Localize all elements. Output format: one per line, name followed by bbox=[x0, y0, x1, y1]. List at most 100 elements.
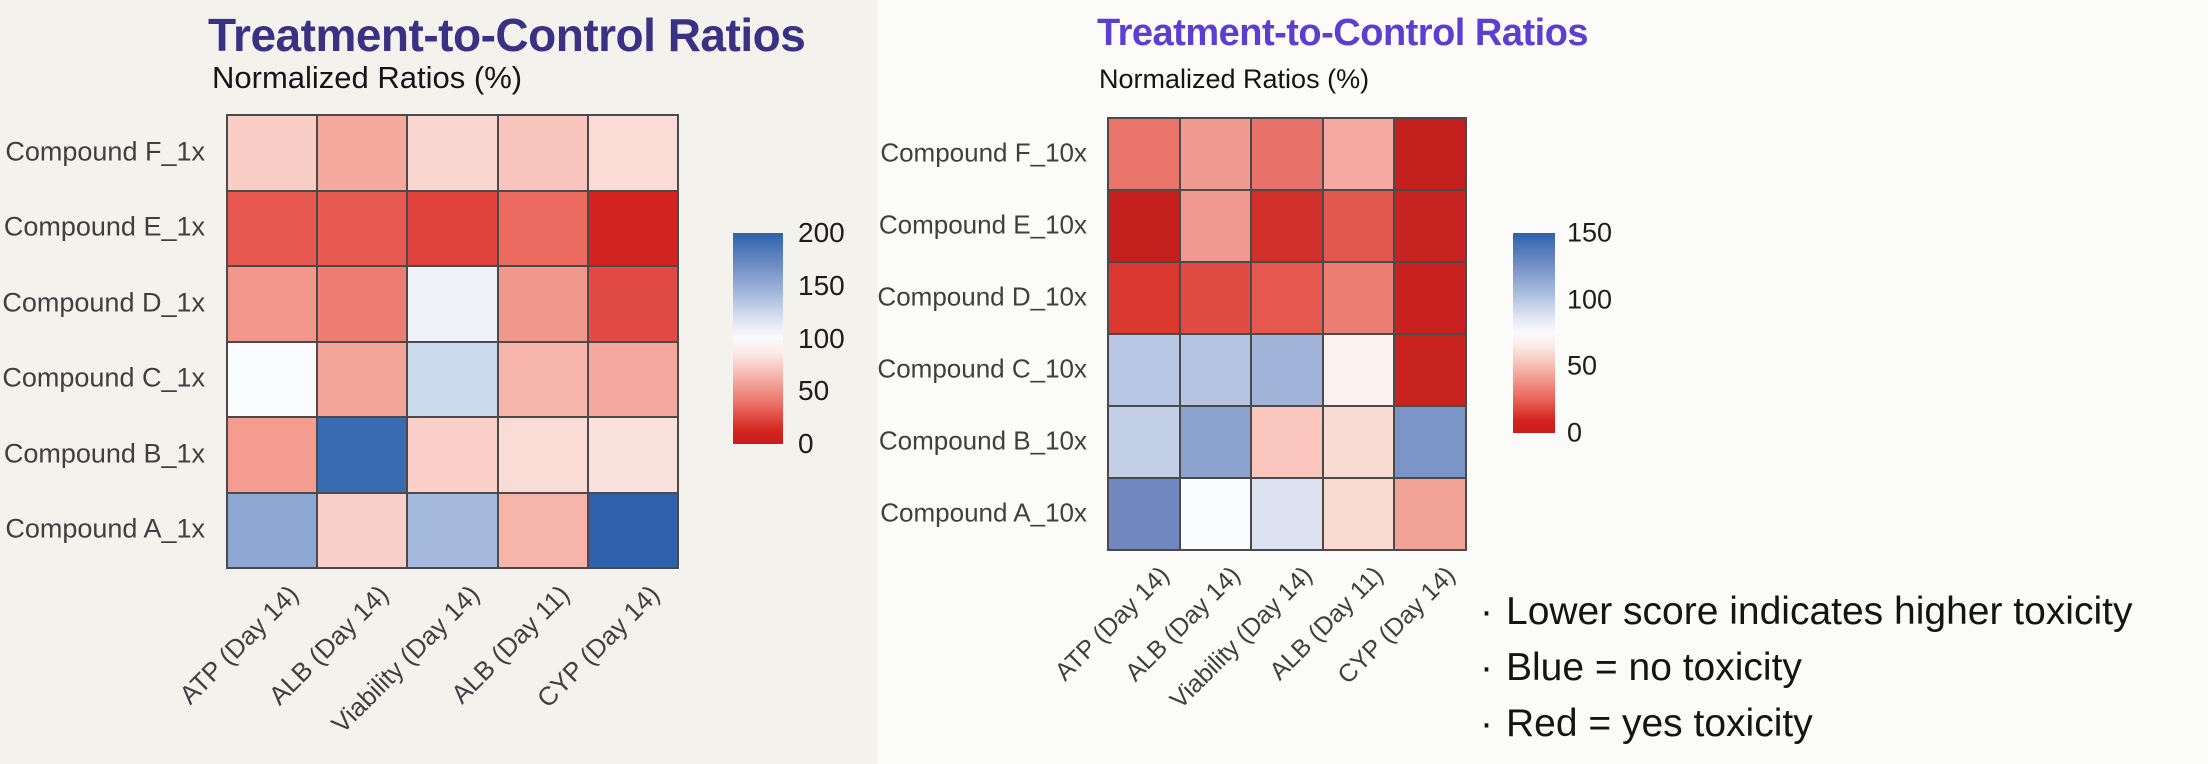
row-label: Compound C_10x bbox=[877, 353, 1087, 384]
note-text: Lower score indicates higher toxicity bbox=[1506, 590, 2133, 633]
heatmap-cell bbox=[1251, 478, 1323, 550]
toxicity-legend-notes: · Lower score indicates higher toxicity ·… bbox=[1480, 584, 2132, 752]
heatmap-cell bbox=[1108, 406, 1180, 478]
heatmap-cell bbox=[1322, 118, 1394, 190]
heatmap-cell bbox=[1108, 334, 1180, 406]
heatmap-cell bbox=[227, 266, 318, 342]
note-red: · Red = yes toxicity bbox=[1480, 696, 2132, 752]
heatmap-cell bbox=[407, 417, 498, 493]
heatmap-cell bbox=[1108, 190, 1180, 262]
heatmap-cell bbox=[497, 190, 588, 266]
colorbar bbox=[1513, 233, 1555, 433]
heatmap-cell bbox=[497, 341, 588, 417]
colorbar-tick-label: 0 bbox=[1567, 417, 1583, 448]
heatmap-grid bbox=[1107, 117, 1467, 551]
heatmap-cell bbox=[1394, 406, 1466, 478]
heatmap-cell bbox=[1108, 118, 1180, 190]
bullet-icon: · bbox=[1480, 702, 1493, 745]
heatmap-cell bbox=[1322, 334, 1394, 406]
colorbar-tick-label: 150 bbox=[798, 269, 845, 301]
row-label: Compound F_1x bbox=[5, 136, 205, 167]
heatmap-cell bbox=[1108, 478, 1180, 550]
heatmap-cell bbox=[317, 115, 408, 191]
heatmap-cell bbox=[587, 266, 678, 342]
heatmap-cell bbox=[317, 492, 408, 568]
heatmap-cell bbox=[407, 492, 498, 568]
heatmap-cell bbox=[1179, 478, 1251, 550]
heatmap-cell bbox=[497, 492, 588, 568]
heatmap-cell bbox=[1251, 262, 1323, 334]
row-label: Compound B_10x bbox=[878, 425, 1087, 456]
heatmap-cell bbox=[407, 266, 498, 342]
colorbar-tick-label: 0 bbox=[798, 428, 814, 459]
heatmap-cell bbox=[317, 266, 408, 342]
heatmap-cell bbox=[1322, 190, 1394, 262]
row-label: Compound F_10x bbox=[880, 137, 1087, 168]
colorbar-tick-label: 50 bbox=[1567, 350, 1598, 381]
heatmap-cell bbox=[317, 341, 408, 417]
heatmap-cell bbox=[1179, 334, 1251, 406]
chart-subtitle: Normalized Ratios (%) bbox=[212, 60, 523, 95]
heatmap-cell bbox=[1251, 406, 1323, 478]
heatmap-cell bbox=[407, 190, 498, 266]
colorbar-tick-label: 200 bbox=[798, 217, 845, 248]
heatmap-cell bbox=[587, 341, 678, 417]
row-label: Compound D_10x bbox=[877, 281, 1087, 312]
row-label: Compound A_10x bbox=[880, 497, 1087, 528]
heatmap-cell bbox=[1394, 118, 1466, 190]
row-label: Compound E_10x bbox=[878, 209, 1087, 240]
row-label: Compound B_1x bbox=[3, 438, 205, 469]
heatmap-cell bbox=[1394, 190, 1466, 262]
row-label: Compound D_1x bbox=[2, 287, 205, 318]
heatmap-cell bbox=[497, 417, 588, 493]
heatmap-cell bbox=[587, 115, 678, 191]
row-label: Compound C_1x bbox=[2, 362, 205, 393]
heatmap-cell bbox=[407, 115, 498, 191]
heatmap-cell bbox=[1394, 262, 1466, 334]
note-text: Blue = no toxicity bbox=[1506, 646, 1802, 689]
heatmap-cell bbox=[1108, 262, 1180, 334]
colorbar-tick-label: 50 bbox=[798, 375, 830, 407]
heatmap-grid bbox=[226, 114, 679, 569]
heatmap-cell bbox=[1179, 118, 1251, 190]
heatmap-cell bbox=[1394, 478, 1466, 550]
row-label: Compound E_1x bbox=[3, 211, 205, 242]
heatmap-cell bbox=[1322, 262, 1394, 334]
heatmap-cell bbox=[1322, 478, 1394, 550]
note-text: Red = yes toxicity bbox=[1506, 702, 1813, 745]
heatmap-cell bbox=[497, 115, 588, 191]
note-blue: · Blue = no toxicity bbox=[1480, 640, 2132, 696]
heatmap-cell bbox=[587, 492, 678, 568]
heatmap-cell bbox=[227, 190, 318, 266]
heatmap-cell bbox=[587, 190, 678, 266]
colorbar bbox=[733, 233, 783, 444]
chart-subtitle-2: Normalized Ratios (%) bbox=[1099, 64, 1370, 94]
row-label: Compound A_1x bbox=[5, 513, 205, 544]
page-title: Treatment-to-Control Ratios bbox=[208, 9, 806, 61]
heatmap-cell bbox=[227, 492, 318, 568]
heatmap-cell bbox=[317, 417, 408, 493]
heatmap-cell bbox=[1251, 334, 1323, 406]
page-title-2: Treatment-to-Control Ratios bbox=[1097, 12, 1589, 54]
heatmap-cell bbox=[1179, 190, 1251, 262]
heatmap-cell bbox=[407, 341, 498, 417]
heatmap-cell bbox=[497, 266, 588, 342]
heatmap-cell bbox=[1251, 118, 1323, 190]
heatmap-cell bbox=[227, 115, 318, 191]
heatmap-cell bbox=[227, 341, 318, 417]
bullet-icon: · bbox=[1480, 646, 1493, 689]
heatmap-cell bbox=[317, 190, 408, 266]
heatmap-cell bbox=[587, 417, 678, 493]
heatmap-cell bbox=[227, 417, 318, 493]
heatmap-cell bbox=[1251, 190, 1323, 262]
colorbar-tick-label: 100 bbox=[798, 322, 845, 354]
heatmap-cell bbox=[1322, 406, 1394, 478]
heatmap-cell bbox=[1179, 406, 1251, 478]
heatmap-cell bbox=[1394, 334, 1466, 406]
heatmap-cell bbox=[1179, 262, 1251, 334]
colorbar-tick-label: 150 bbox=[1567, 217, 1613, 248]
note-lower-score: · Lower score indicates higher toxicity bbox=[1480, 584, 2132, 640]
colorbar-tick-label: 100 bbox=[1567, 284, 1613, 315]
bullet-icon: · bbox=[1480, 590, 1493, 633]
